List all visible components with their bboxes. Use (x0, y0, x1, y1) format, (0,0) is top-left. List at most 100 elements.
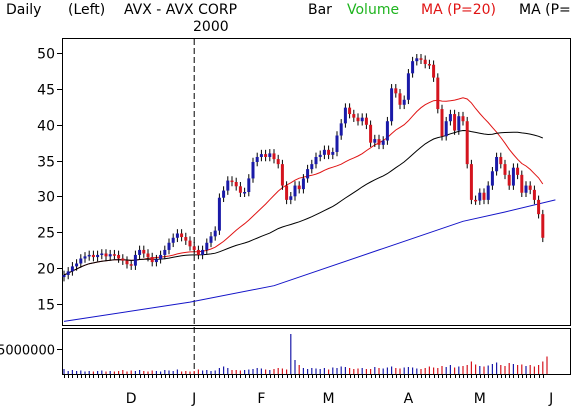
price-bar (457, 111, 461, 135)
price-bar (390, 84, 394, 126)
price-bar (541, 209, 545, 243)
volume-legend: Volume (347, 2, 400, 18)
price-bar (100, 249, 104, 260)
volume-panel-frame (62, 328, 571, 375)
price-bar (411, 56, 415, 78)
price-bar (268, 149, 272, 162)
price-bar (201, 245, 205, 260)
price-bar (251, 157, 255, 183)
price-bar (461, 111, 465, 126)
price-bar (385, 116, 389, 145)
price-bar (364, 113, 368, 130)
price-bar (348, 103, 352, 119)
price-bar (138, 245, 142, 260)
price-bar (146, 249, 150, 262)
price-bar (264, 149, 268, 162)
price-bar (121, 254, 125, 265)
price-bar (495, 152, 499, 176)
price-tick-label: 50 (37, 47, 55, 63)
price-bar (352, 109, 356, 122)
price-bar (112, 249, 116, 260)
price-bar (381, 136, 385, 150)
price-bar (520, 170, 524, 198)
price-bar (159, 250, 163, 264)
price-bar (343, 103, 347, 128)
year-label: 2000 (193, 19, 229, 35)
price-bar (377, 134, 381, 150)
volume-bars (63, 334, 548, 374)
scale-label: (Left) (68, 2, 106, 18)
price-bar (499, 152, 503, 169)
price-bar (427, 59, 431, 70)
price-bar (474, 195, 478, 205)
price-bar (373, 134, 377, 147)
month-label: D (126, 391, 137, 407)
price-bar (289, 192, 293, 205)
price-bar (448, 109, 452, 126)
price-bar (398, 89, 402, 110)
volume-axis: 5000000 (0, 344, 62, 359)
month-label: M (474, 391, 486, 407)
price-bar (486, 181, 490, 205)
price-tick-label: 30 (37, 190, 55, 206)
price-bar (247, 174, 251, 197)
price-bar (238, 182, 242, 198)
price-bar (117, 250, 121, 263)
period-label: Daily (6, 2, 42, 18)
price-bar (180, 229, 184, 242)
price-bar (490, 166, 494, 190)
price-bar (469, 159, 473, 205)
price-bar (369, 120, 373, 147)
price-bar (217, 193, 221, 235)
price-panel-frame (62, 38, 571, 326)
price-bar (402, 95, 406, 110)
price-bar (133, 250, 137, 270)
price-bar (280, 159, 284, 190)
price-bar (125, 256, 129, 269)
price-tick-label: 25 (37, 226, 55, 242)
bar-style-label: Bar (308, 2, 332, 18)
month-label: J (548, 391, 553, 407)
price-bar (70, 262, 74, 276)
price-bar (188, 236, 192, 251)
price-bar (306, 164, 310, 183)
ma-other-legend: MA (P= (519, 2, 571, 18)
price-bar (507, 170, 511, 190)
price-bar (62, 270, 66, 282)
moving-average-lines (63, 97, 556, 322)
price-bar (423, 55, 427, 69)
price-bar (150, 252, 154, 267)
price-bar (192, 242, 196, 255)
price-bar (75, 259, 79, 271)
price-bar (297, 181, 301, 194)
price-bar (436, 73, 440, 114)
price-bar (293, 181, 297, 201)
price-bar (537, 195, 541, 219)
price-bar (511, 163, 515, 190)
price-bar (314, 152, 318, 169)
price-bar (79, 254, 83, 268)
price-bar (465, 116, 469, 169)
price-bar (394, 84, 398, 98)
price-bar (234, 177, 238, 191)
price-bar (222, 186, 226, 203)
price-bar (503, 159, 507, 180)
price-tick-label: 35 (37, 155, 55, 171)
price-bar (104, 249, 108, 261)
price-bar (167, 238, 171, 255)
price-bar (96, 250, 100, 262)
price-bar (356, 113, 360, 126)
price-bar (335, 131, 339, 157)
price-bar (285, 181, 289, 205)
price-bar (184, 232, 188, 245)
price-bar (226, 176, 230, 195)
price-bar (209, 232, 213, 248)
price-tick-label: 20 (37, 262, 55, 278)
ma20-legend: MA (P=20) (421, 2, 497, 18)
price-bar (532, 185, 536, 205)
ma-200-line (63, 199, 556, 322)
month-label: J (191, 391, 196, 407)
price-bar (301, 174, 305, 194)
price-bar (516, 163, 520, 180)
price-bar (175, 229, 179, 243)
